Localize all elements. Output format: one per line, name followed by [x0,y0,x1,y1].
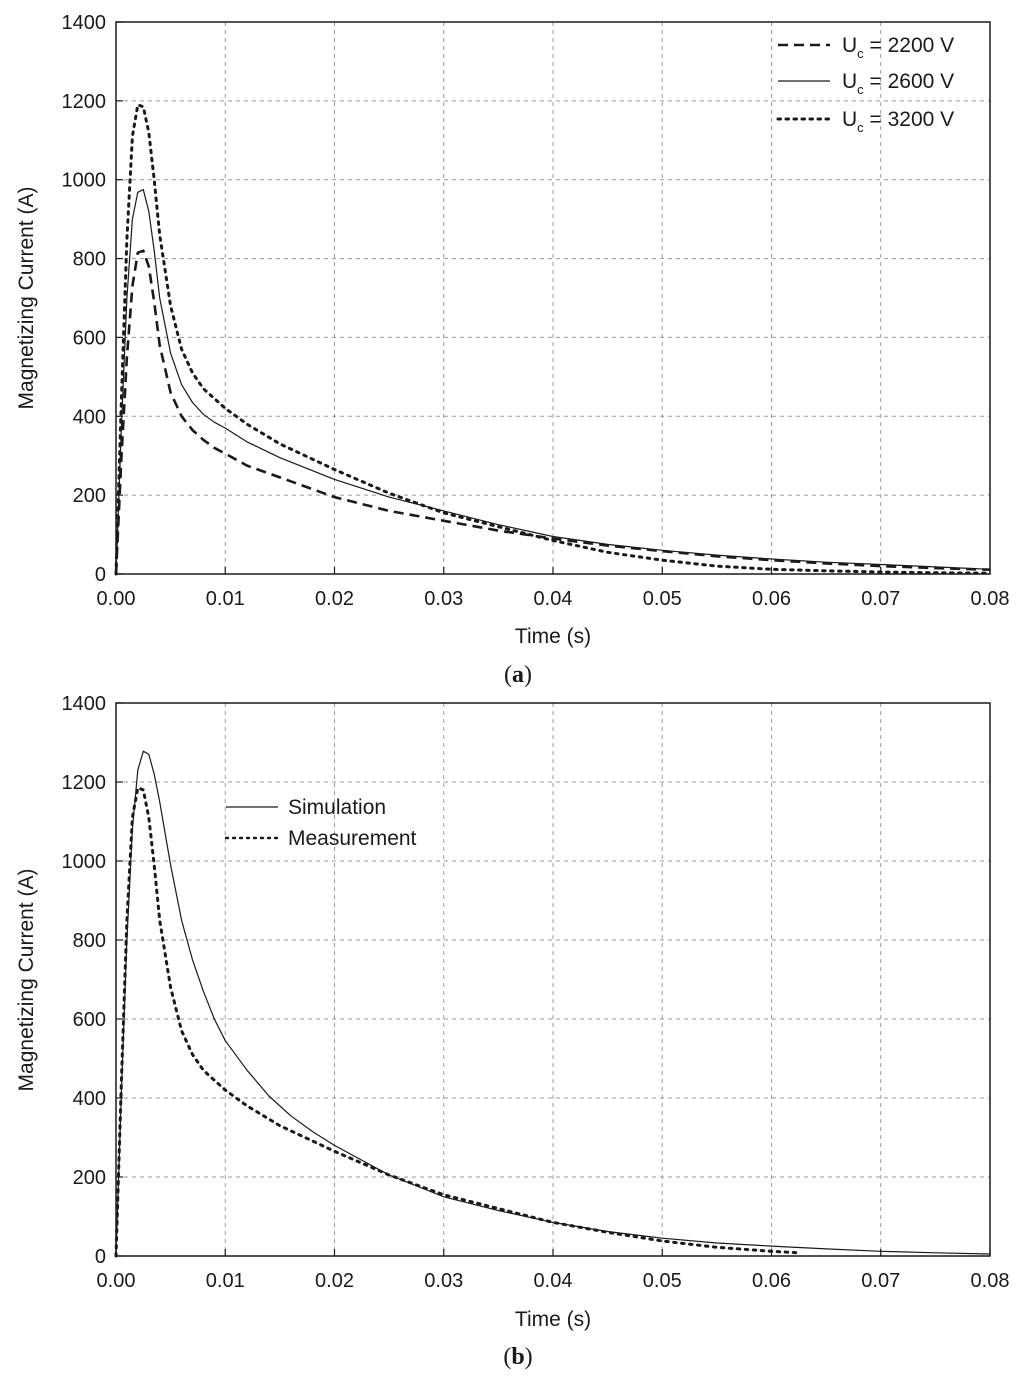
x-tick-label: 0.07 [861,1270,900,1292]
x-tick-label: 0.01 [206,1270,245,1292]
series-group-b [114,750,991,1258]
series-line-a-3 [114,103,992,576]
y-tick-label: 800 [73,249,106,271]
x-tick-label: 0.06 [752,1270,791,1292]
y-tick-label: 400 [73,406,106,428]
y-tick-label: 1400 [62,693,107,715]
axis-ticks-a: 0.00 0.01 0.02 0.03 0.04 0.05 0.06 0.07 0.08 0 200… [62,12,1010,610]
y-tick-label: 1000 [62,851,107,873]
y-tick-label: 600 [73,327,106,349]
y-tick-label: 800 [73,930,106,952]
x-tick-label: 0.00 [97,588,136,610]
y-tick-label: 1200 [62,91,107,113]
y-tick-label: 0 [95,1246,106,1268]
y-tick-label: 600 [73,1009,106,1031]
x-tick-label: 0.08 [971,1270,1010,1292]
x-tick-label: 0.02 [315,1270,354,1292]
legend-label-measurement: Measurement [288,827,417,850]
grid-b [116,703,990,1256]
y-tick-label: 1200 [62,772,107,794]
y-tick-label: 200 [73,485,106,507]
x-tick-label: 0.05 [643,1270,682,1292]
x-tick-label: 0.04 [534,1270,573,1292]
chart-panel-a: 0.00 0.01 0.02 0.03 0.04 0.05 0.06 0.07 0.08 0 200… [15,12,1009,688]
legend-item-measurement: Measurement [224,827,417,850]
grid-a [116,22,990,574]
series-line-a-1 [114,249,991,575]
x-tick-label: 0.03 [424,1270,463,1292]
panel-caption-b: (b) [503,1344,532,1370]
legend-item-2600: Uc = 2600 V [778,70,954,97]
x-tick-label: 0.07 [861,588,900,610]
legend-label-3200: Uc = 3200 V [842,108,954,135]
legend-item-2200: Uc = 2200 V [778,34,954,61]
legend-item-simulation: Simulation [226,796,386,819]
legend-label-simulation: Simulation [288,796,386,819]
legend-label-2600: Uc = 2600 V [842,70,954,97]
y-axis-label-b: Magnetizing Current (A) [15,869,38,1092]
axis-ticks-b: 0.00 0.01 0.02 0.03 0.04 0.05 0.06 0.07 0.08 0 200… [62,693,1010,1292]
panel-caption-a: (a) [504,662,532,688]
legend-b: Simulation Measurement [224,796,417,850]
x-tick-label: 0.04 [534,588,573,610]
chart-panel-b: 0.00 0.01 0.02 0.03 0.04 0.05 0.06 0.07 0.08 0 200… [15,693,1009,1370]
y-tick-label: 200 [73,1167,106,1189]
x-tick-label: 0.05 [643,588,682,610]
series-line-b-1 [115,750,991,1257]
x-axis-label-b: Time (s) [515,1308,591,1331]
x-tick-label: 0.00 [97,1270,136,1292]
y-tick-label: 0 [95,564,106,586]
series-group-a [114,103,992,576]
x-tick-label: 0.06 [752,588,791,610]
x-tick-label: 0.02 [315,588,354,610]
legend-a: Uc = 2200 V Uc = 2600 V Uc = 3200 V [776,34,954,135]
x-tick-label: 0.08 [971,588,1010,610]
series-line-a-2 [115,189,991,575]
y-tick-label: 400 [73,1088,106,1110]
y-axis-label-a: Magnetizing Current (A) [15,187,38,410]
x-axis-label-a: Time (s) [515,625,591,648]
x-tick-label: 0.01 [206,588,245,610]
series-line-b-2 [114,786,801,1258]
legend-label-2200: Uc = 2200 V [842,34,954,61]
x-tick-label: 0.03 [424,588,463,610]
y-tick-label: 1000 [62,170,107,192]
legend-item-3200: Uc = 3200 V [776,108,954,135]
y-tick-label: 1400 [62,12,107,34]
